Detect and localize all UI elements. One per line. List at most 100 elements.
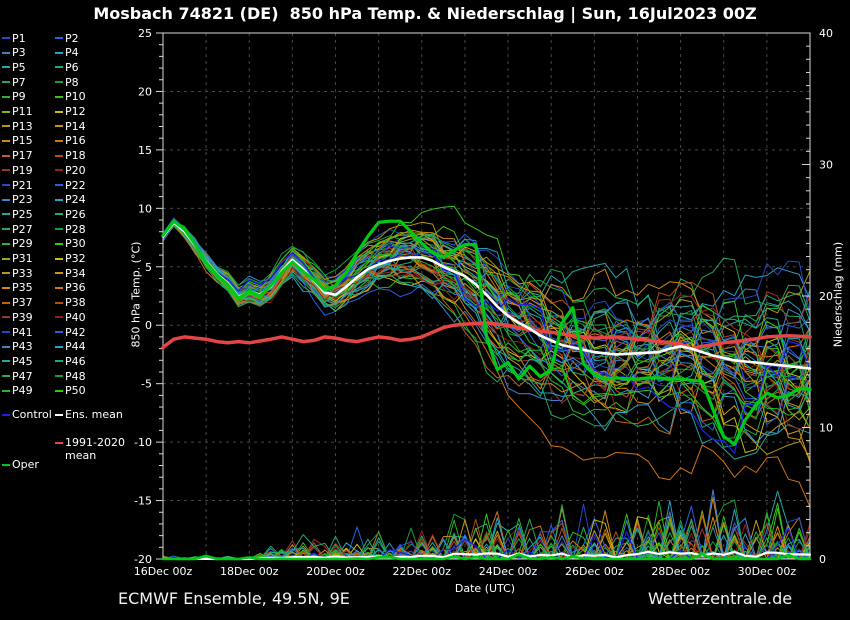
- legend-label: P23: [12, 193, 33, 207]
- legend-swatch: [55, 81, 63, 84]
- legend-item-p15: P15: [2, 134, 33, 148]
- legend-label: P6: [65, 60, 79, 74]
- legend-swatch: [2, 389, 10, 392]
- legend-label: P38: [65, 296, 86, 310]
- legend-label: P14: [65, 119, 86, 133]
- legend-item-p44: P44: [55, 340, 86, 354]
- legend-label: P49: [12, 384, 33, 398]
- legend-label: P11: [12, 105, 33, 118]
- legend-swatch: [55, 345, 63, 348]
- legend-swatch: [2, 345, 10, 348]
- legend-label: P48: [65, 369, 86, 383]
- x-tick-label: 30Dec 00z: [738, 565, 797, 578]
- left-tick-label: 0: [145, 319, 152, 332]
- legend-swatch: [2, 110, 10, 113]
- ensemble-member-temp-37: [162, 222, 811, 435]
- legend-label: P2: [65, 31, 79, 45]
- ens-mean-precip-line: [161, 550, 812, 561]
- legend-item-p32: P32: [55, 252, 86, 266]
- left-tick-label: 15: [138, 144, 152, 157]
- legend-swatch: [55, 110, 63, 113]
- legend-label: P22: [65, 178, 86, 192]
- climate-mean-line: [161, 321, 812, 351]
- legend-label: P42: [65, 325, 86, 339]
- legend-item-p45: P45: [2, 354, 33, 368]
- legend-item-p3: P3: [2, 46, 26, 60]
- legend-label: P50: [65, 384, 86, 398]
- ensemble-member-temp-33: [162, 221, 811, 384]
- legend-label: P25: [12, 207, 33, 221]
- legend-item-p42: P42: [55, 325, 86, 339]
- legend-item-p9: P9: [2, 90, 26, 104]
- legend-label: P8: [65, 75, 79, 89]
- ensemble-member-temp-43: [162, 220, 811, 383]
- legend-swatch: [2, 198, 10, 201]
- legend-item-p21: P21: [2, 178, 33, 192]
- legend-label: 1991-2020 mean: [65, 436, 125, 462]
- legend-item-p23: P23: [2, 193, 33, 207]
- legend-swatch: [2, 213, 10, 216]
- x-tick-label: 28Dec 00z: [651, 565, 710, 578]
- legend-swatch: [2, 228, 10, 231]
- legend-item-oper: Oper: [2, 458, 39, 471]
- legend-label: P26: [65, 207, 86, 221]
- legend-label: P4: [65, 46, 79, 60]
- left-tick-label: 10: [138, 202, 152, 215]
- legend-label: P20: [65, 163, 86, 177]
- legend-swatch: [2, 316, 10, 319]
- legend-item-p50: P50: [55, 384, 86, 398]
- legend-swatch: [55, 414, 63, 416]
- legend-item-p8: P8: [55, 75, 79, 89]
- left-tick-label: -5: [141, 378, 152, 391]
- legend-swatch: [55, 375, 63, 378]
- legend-swatch: [55, 272, 63, 275]
- legend-label: P37: [12, 296, 33, 310]
- legend-label: P13: [12, 119, 33, 133]
- legend-label: P45: [12, 354, 33, 368]
- legend-item-p43: P43: [2, 340, 33, 354]
- legend-item-p25: P25: [2, 207, 33, 221]
- legend-label: P44: [65, 340, 86, 354]
- legend-swatch: [55, 169, 63, 172]
- legend-label: P31: [12, 252, 33, 265]
- legend-item-p12: P12: [55, 105, 86, 119]
- ensemble-member-precip-47: [162, 504, 811, 560]
- left-axis-label: 850 hPa Temp. (°C): [129, 241, 143, 348]
- legend-swatch: [2, 125, 10, 128]
- control-temp-line: [162, 219, 811, 454]
- legend-swatch: [55, 442, 63, 444]
- left-tick-label: 20: [138, 85, 152, 98]
- legend-item-p35: P35: [2, 281, 33, 295]
- legend-label: P35: [12, 281, 33, 295]
- right-tick-label: 0: [819, 553, 826, 566]
- legend-label: P24: [65, 193, 86, 207]
- legend-swatch: [55, 286, 63, 289]
- legend-item-p37: P37: [2, 296, 33, 310]
- right-tick-label: 30: [819, 159, 833, 172]
- legend-item-p28: P28: [55, 222, 86, 236]
- legend-item-p17: P17: [2, 149, 33, 163]
- legend-item-p10: P10: [55, 90, 86, 104]
- legend-label: P18: [65, 149, 86, 163]
- legend-swatch: [55, 37, 63, 39]
- chart-title: Mosbach 74821 (DE) 850 hPa Temp. & Niede…: [93, 4, 757, 23]
- legend-item-p39: P39: [2, 310, 33, 324]
- x-tick-label: 26Dec 00z: [565, 565, 624, 578]
- legend-label: P16: [65, 134, 86, 148]
- legend-label: P41: [12, 325, 33, 339]
- legend-swatch: [2, 464, 10, 466]
- x-axis-label: Date (UTC): [454, 582, 516, 595]
- legend-swatch: [55, 95, 63, 98]
- legend-swatch: [55, 228, 63, 231]
- legend-item-p7: P7: [2, 75, 26, 89]
- ensemble-member-precip-24: [162, 500, 811, 560]
- x-tick-label: 20Dec 00z: [306, 565, 365, 578]
- footer-brand: Wetterzentrale.de: [648, 589, 793, 608]
- legend-swatch: [2, 66, 10, 69]
- legend-label: Control: [12, 408, 52, 421]
- x-tick-label: 24Dec 00z: [479, 565, 538, 578]
- footer-model-info: ECMWF Ensemble, 49.5N, 9E: [118, 589, 350, 608]
- right-tick-label: 40: [819, 27, 833, 40]
- oper-temp-line: [161, 219, 812, 446]
